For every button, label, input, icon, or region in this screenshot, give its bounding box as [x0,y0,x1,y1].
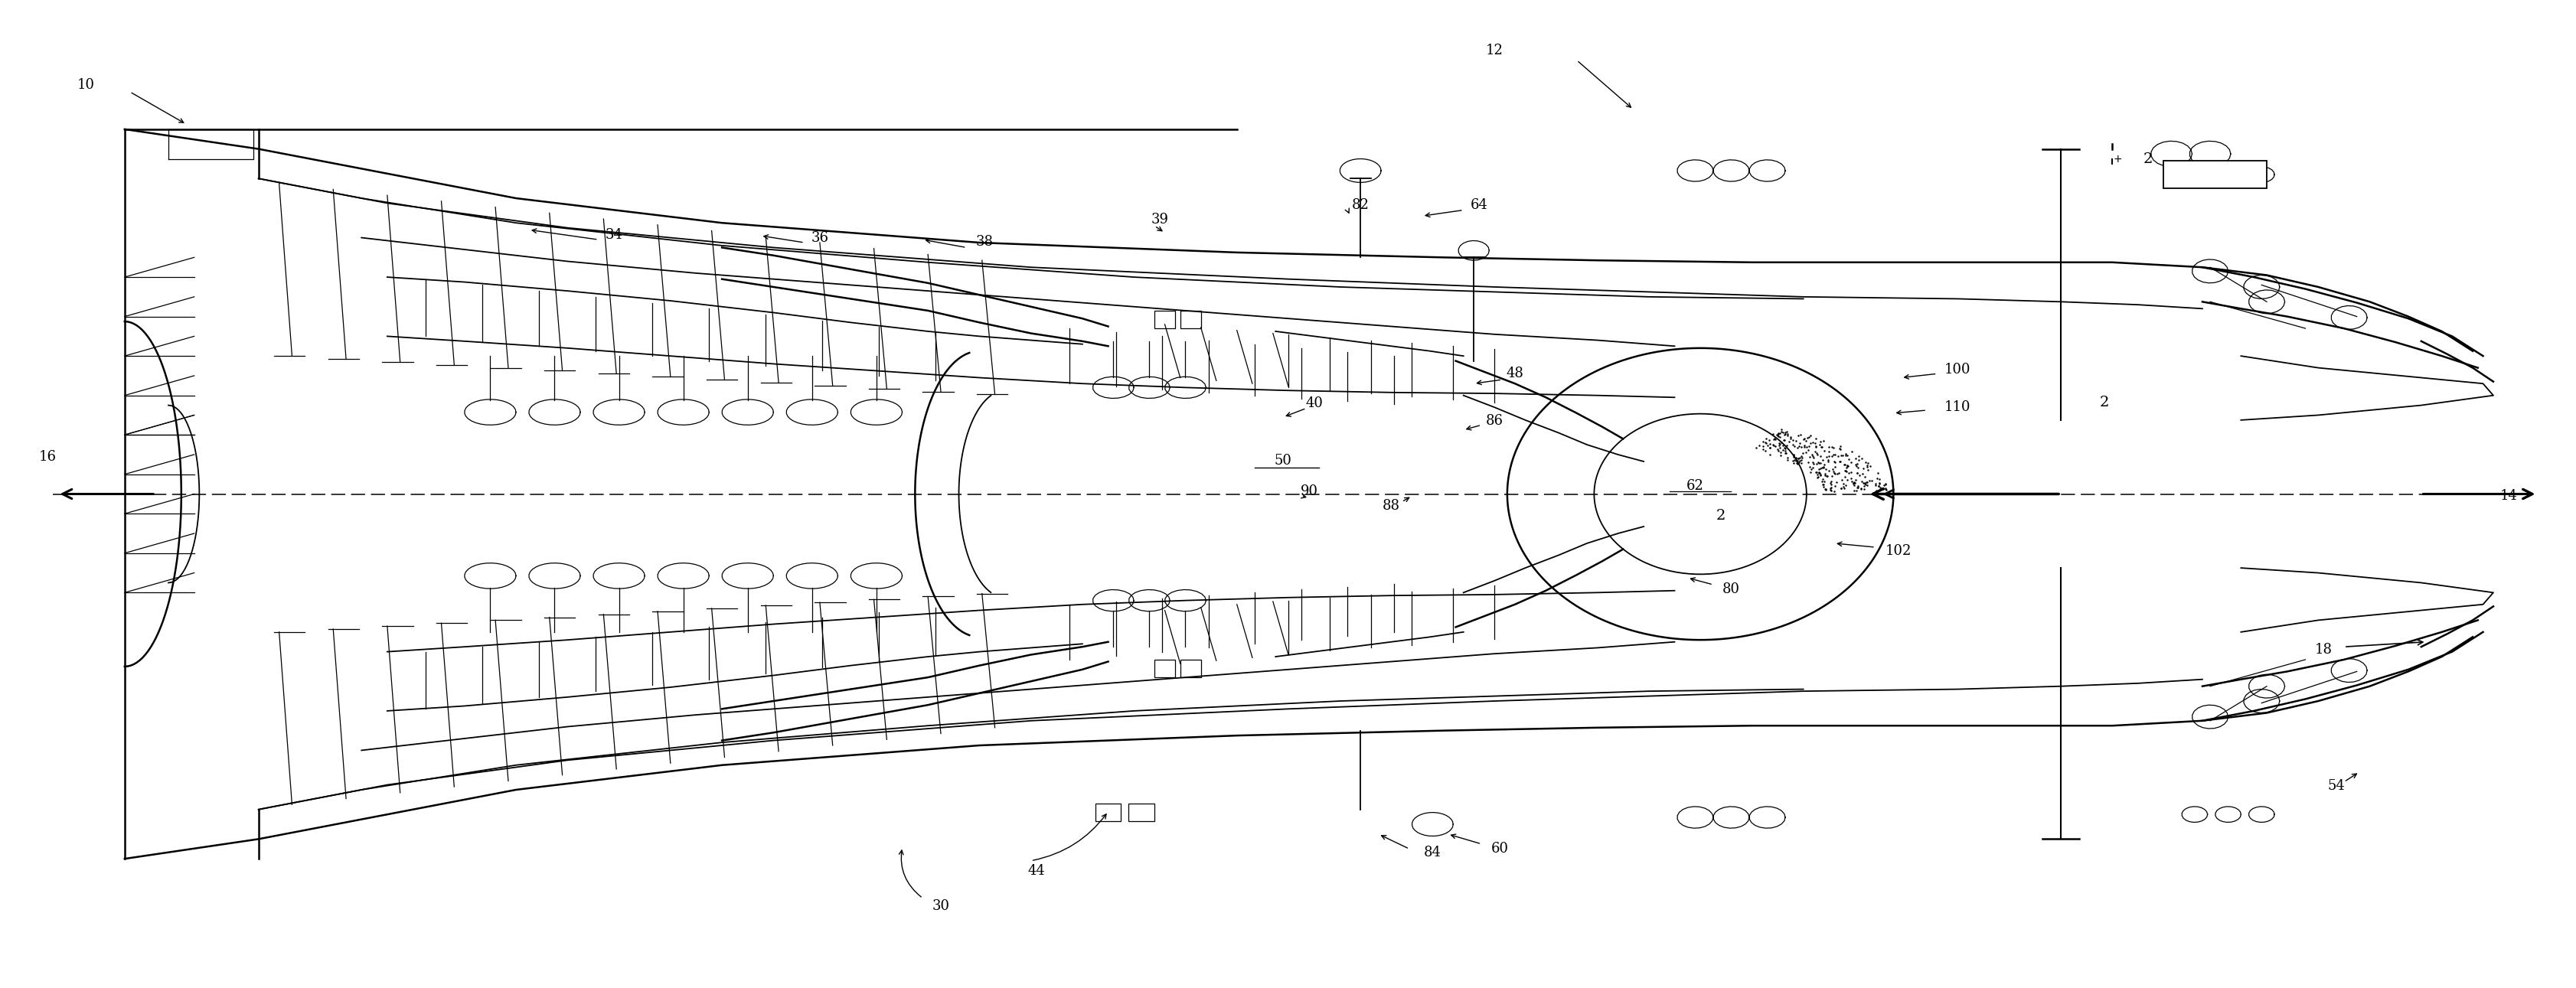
Text: 14: 14 [2499,489,2517,503]
Text: 102: 102 [1886,544,1911,558]
Bar [1154,310,1175,328]
Text: 38: 38 [976,235,994,249]
Bar [1128,803,1154,821]
Text: 40: 40 [1306,396,1321,410]
Text: +: + [2112,153,2120,164]
Text: 50: 50 [1275,453,1291,467]
Text: 16: 16 [39,450,57,463]
Bar [1180,660,1200,678]
Text: 34: 34 [605,228,623,242]
Text: 10: 10 [77,78,95,92]
Text: 82: 82 [1352,199,1368,212]
Text: 60: 60 [1492,842,1507,856]
Text: 88: 88 [1383,499,1399,513]
Text: 48: 48 [1507,367,1522,380]
Bar [1154,660,1175,678]
Text: 100: 100 [1945,363,1971,376]
Text: 2: 2 [2143,152,2151,166]
Text: 36: 36 [811,231,829,245]
Text: 80: 80 [1721,583,1739,597]
Text: 18: 18 [2313,643,2331,657]
Text: 54: 54 [2326,779,2344,792]
Text: 64: 64 [1471,199,1486,212]
Text: 62: 62 [1685,479,1703,493]
Text: 86: 86 [1486,414,1502,428]
Text: 12: 12 [1486,43,1502,57]
Bar [1180,310,1200,328]
Bar [2164,161,2267,189]
Bar [1095,803,1121,821]
Text: 90: 90 [1301,484,1316,498]
Text: 30: 30 [933,899,951,913]
Text: 2: 2 [1716,509,1726,523]
Text: 110: 110 [1945,400,1971,414]
Text: 84: 84 [1425,846,1440,860]
Text: 2: 2 [2099,395,2110,409]
Text: 44: 44 [1028,864,1043,877]
Text: 39: 39 [1151,213,1167,227]
